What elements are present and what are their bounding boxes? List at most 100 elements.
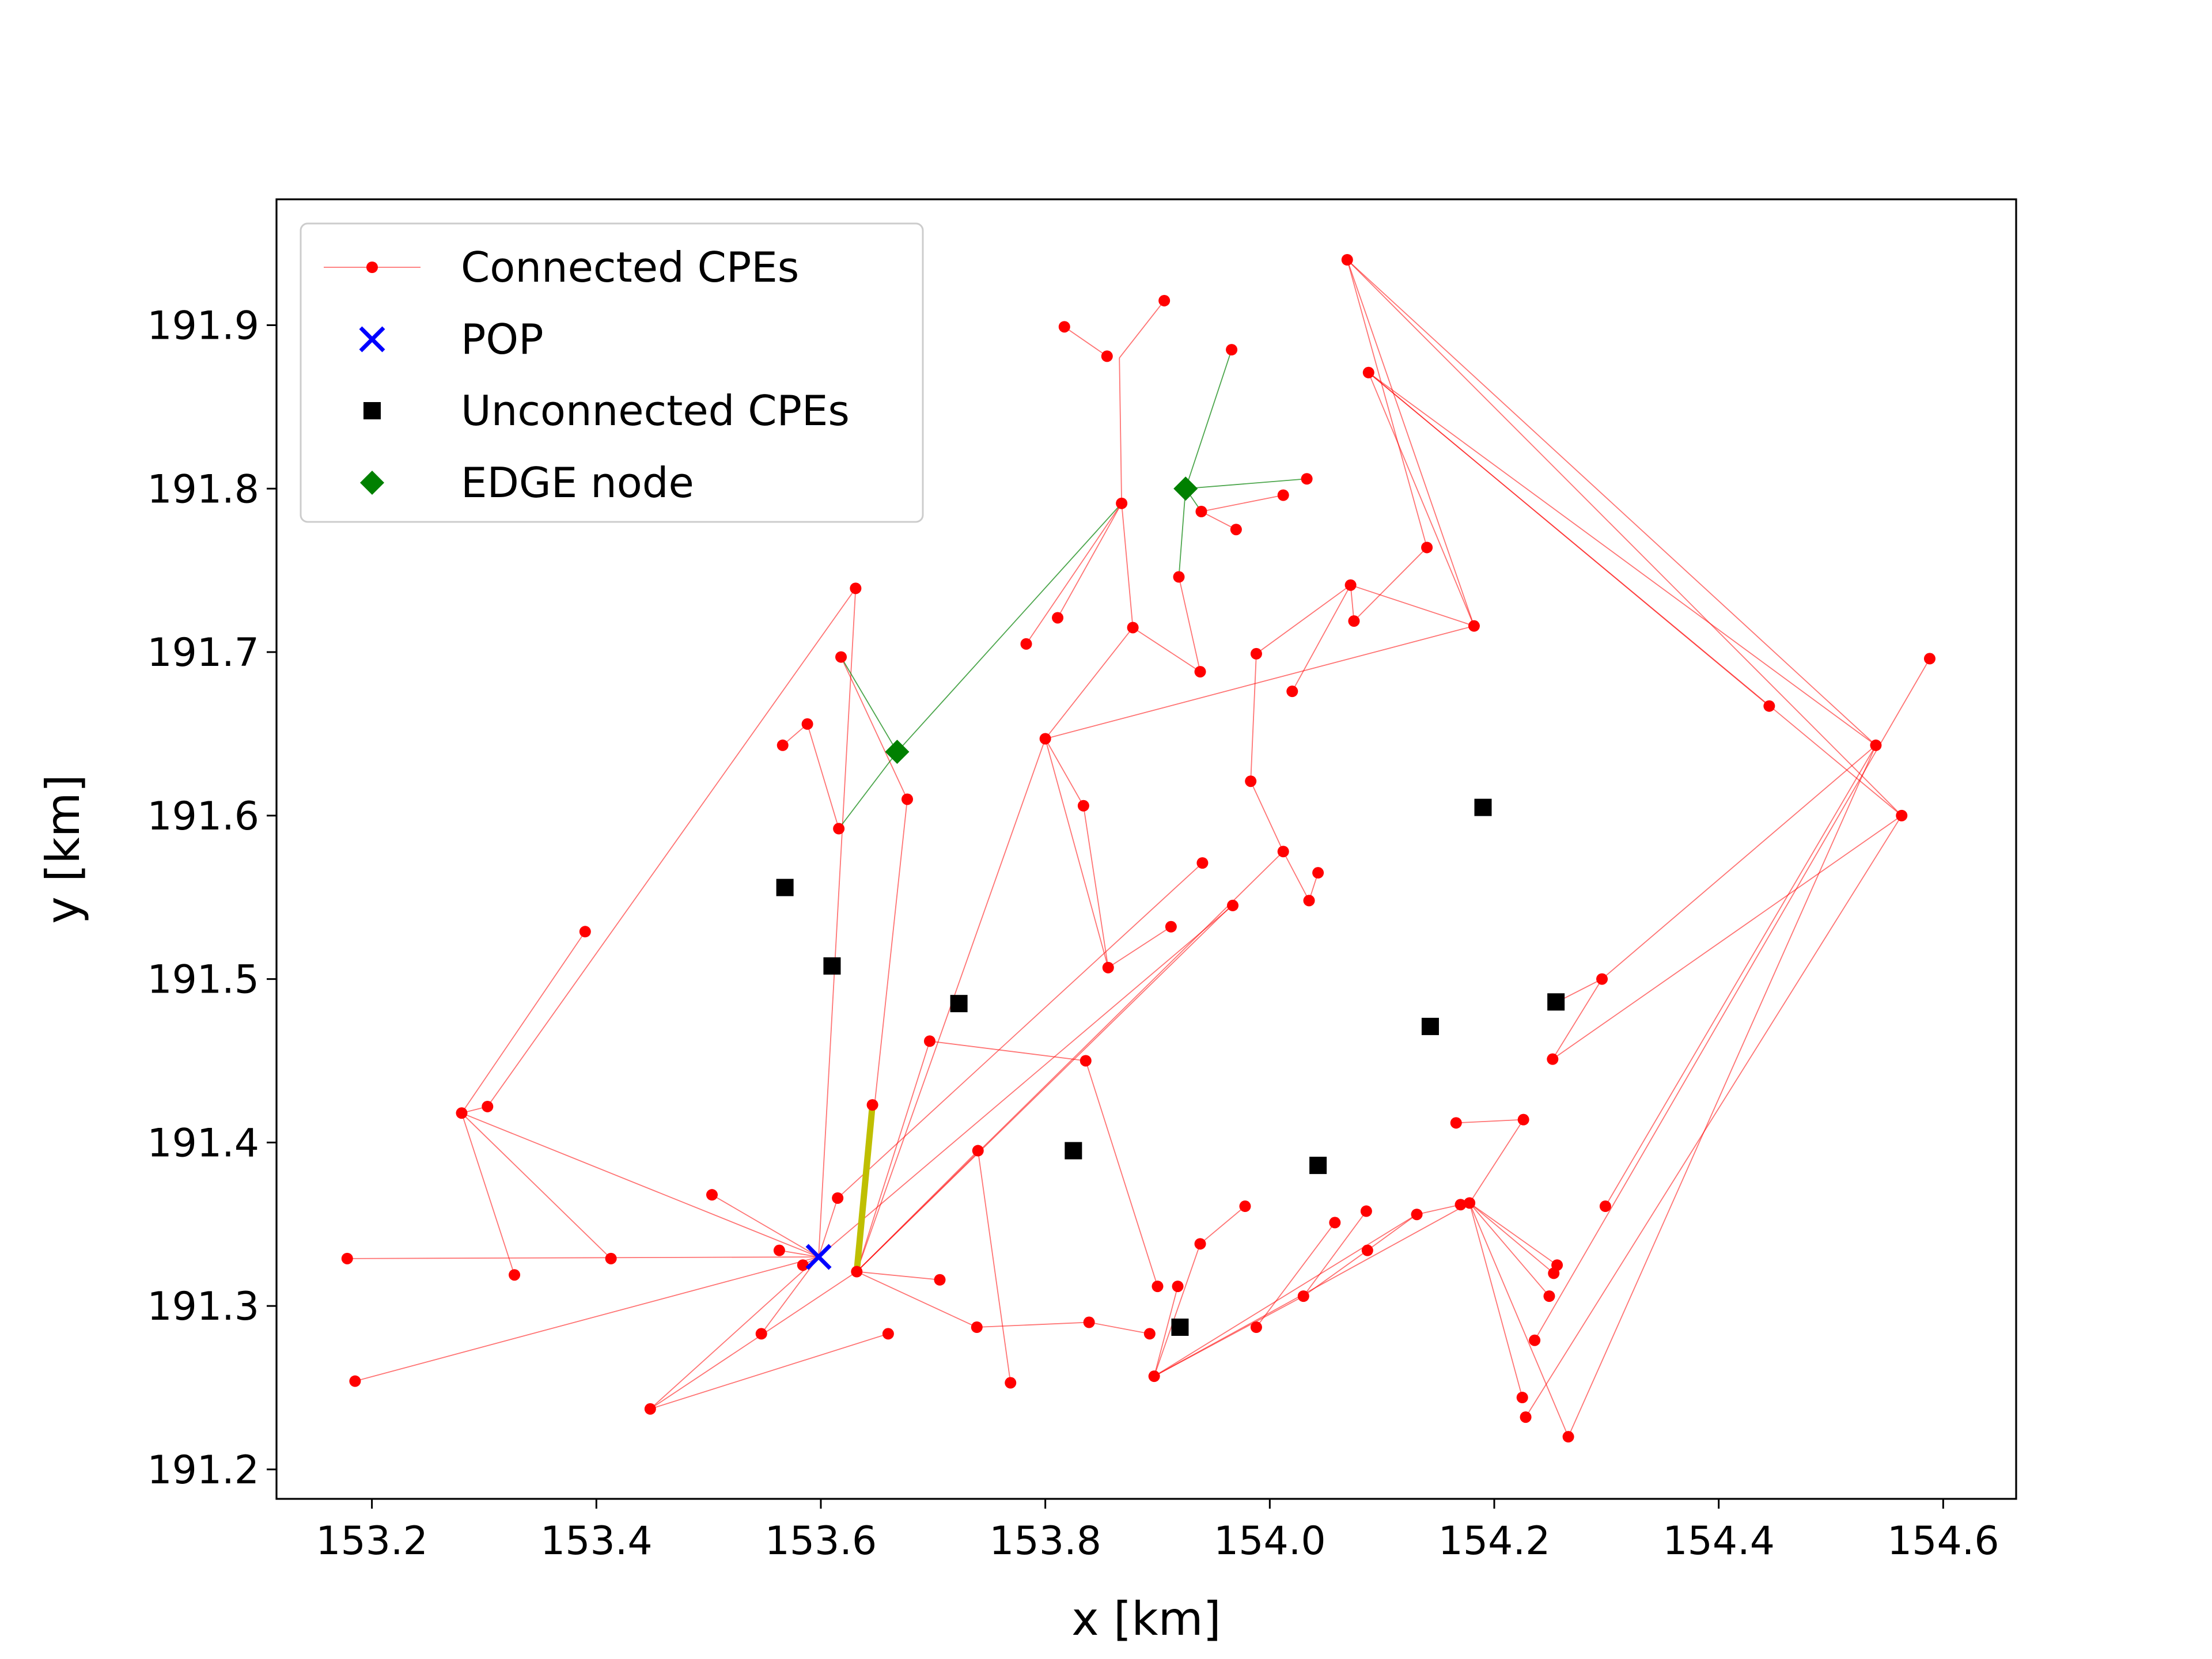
cpe-link xyxy=(1108,926,1172,968)
cpe-link xyxy=(1601,745,1877,980)
cpe-link xyxy=(1250,653,1257,782)
connected-cpe-point xyxy=(1152,1281,1164,1293)
cpe-link xyxy=(1353,547,1427,622)
connected-cpe-point xyxy=(1421,541,1433,554)
unconnected-cpe-point xyxy=(1547,993,1565,1011)
connected-cpe-point xyxy=(1239,1200,1251,1213)
connected-cpe-point xyxy=(755,1328,767,1340)
connected-cpe-point xyxy=(882,1328,894,1340)
edge-node-point xyxy=(1173,476,1198,501)
connected-cpe-point xyxy=(1227,899,1239,911)
unconnected-cpe-point xyxy=(1421,1017,1439,1035)
cpe-link xyxy=(760,1256,819,1334)
connected-cpe-point xyxy=(1127,622,1139,634)
cpe-link xyxy=(856,851,1284,1272)
connected-cpe-point xyxy=(1158,294,1171,306)
connected-cpe-point xyxy=(1312,867,1324,879)
y-axis-label: y [km] xyxy=(36,774,90,923)
cpe-link xyxy=(1064,326,1108,357)
connected-cpe-point xyxy=(835,651,847,663)
connected-cpe-point xyxy=(1360,1205,1372,1217)
connected-cpe-point xyxy=(1548,1267,1560,1279)
cpe-link xyxy=(1552,979,1603,1060)
connected-cpe-point xyxy=(801,718,813,730)
cpe-link xyxy=(1178,577,1201,672)
cpe-link xyxy=(1416,1204,1461,1215)
legend-label: Unconnected CPEs xyxy=(461,387,850,435)
connected-cpe-point xyxy=(1303,895,1315,907)
connected-cpe-point xyxy=(972,1145,984,1157)
cpe-link xyxy=(1045,625,1475,740)
cpe-link xyxy=(1201,494,1283,512)
pop-point xyxy=(805,1244,832,1270)
connected-cpe-point xyxy=(1896,809,1908,821)
connected-cpe-point xyxy=(923,1035,935,1047)
cpe-link xyxy=(779,1249,819,1257)
connected-cpe-point xyxy=(1362,366,1374,378)
unconnected-cpe-point xyxy=(776,878,794,896)
legend-item: Connected CPEs xyxy=(324,243,799,291)
connected-cpe-point xyxy=(1148,1370,1160,1382)
connected-cpe-point xyxy=(866,1099,878,1111)
legend-marker-edge xyxy=(360,471,384,495)
connected-cpe-point xyxy=(1194,1238,1206,1250)
x-tick-label: 154.0 xyxy=(1214,1518,1326,1564)
y-tick-label: 191.7 xyxy=(147,630,259,676)
cpe-link xyxy=(1282,851,1310,901)
cpe-link xyxy=(1119,300,1165,358)
cpe-link xyxy=(1044,738,1109,968)
connected-cpe-point xyxy=(1468,620,1480,632)
connected-cpe-point xyxy=(901,793,913,805)
connected-cpe-point xyxy=(706,1189,718,1201)
edge-link xyxy=(1185,478,1307,490)
cpe-link xyxy=(1469,1202,1558,1266)
connected-cpe-point xyxy=(773,1244,785,1256)
connected-cpe-point xyxy=(833,823,845,835)
legend-marker-connected-cpe xyxy=(366,262,378,273)
edge-link xyxy=(840,657,898,752)
cpe-link xyxy=(1154,1214,1418,1377)
y-tick-label: 191.3 xyxy=(147,1284,259,1330)
cpe-link xyxy=(1154,1202,1470,1377)
unconnected-cpe-point xyxy=(1065,1142,1082,1160)
connected-cpe-point xyxy=(1529,1334,1541,1346)
unconnected-cpe-point xyxy=(1171,1319,1189,1336)
cpe-link xyxy=(1153,1286,1179,1377)
connected-cpe-point xyxy=(1250,1321,1262,1334)
connected-cpe-point xyxy=(1083,1316,1095,1328)
connected-cpe-point xyxy=(1450,1117,1462,1129)
connected-cpe-point xyxy=(1077,800,1089,812)
cpe-link xyxy=(487,588,857,1107)
cpe-link xyxy=(1469,1203,1523,1398)
x-tick-label: 153.4 xyxy=(540,1518,653,1564)
legend-marker-unconnected xyxy=(363,402,381,419)
backhaul-link xyxy=(853,1101,876,1275)
connected-cpe-point xyxy=(1329,1217,1341,1229)
cpe-link xyxy=(1085,1060,1158,1287)
cpe-link xyxy=(1368,372,1770,707)
cpe-link xyxy=(806,724,840,829)
legend-label: Connected CPEs xyxy=(461,243,799,291)
cpe-link xyxy=(461,931,586,1113)
cpe-link xyxy=(840,657,908,800)
edge-link xyxy=(1178,488,1187,577)
cpe-link xyxy=(1201,511,1237,531)
unconnected-cpe-point xyxy=(1474,798,1492,816)
cpe-link xyxy=(856,1041,930,1272)
connected-cpe-point xyxy=(1301,473,1313,485)
cpe-link xyxy=(1083,805,1109,968)
connected-cpe-point xyxy=(1250,647,1262,660)
connected-cpe-point xyxy=(1195,506,1207,518)
connected-cpe-point xyxy=(456,1107,468,1119)
cpe-link xyxy=(1469,1202,1554,1274)
connected-cpe-point xyxy=(1516,1392,1528,1404)
legend-marker-pop xyxy=(359,326,385,353)
legend-item: EDGE node xyxy=(360,459,694,507)
cpe-link xyxy=(1456,1119,1524,1124)
connected-cpe-point xyxy=(1165,921,1177,933)
connected-cpe-point xyxy=(1297,1290,1309,1302)
cpe-link xyxy=(355,1256,819,1382)
connected-cpe-point xyxy=(1194,666,1206,678)
x-tick-label: 154.4 xyxy=(1662,1518,1775,1564)
connected-cpe-point xyxy=(1230,524,1242,536)
